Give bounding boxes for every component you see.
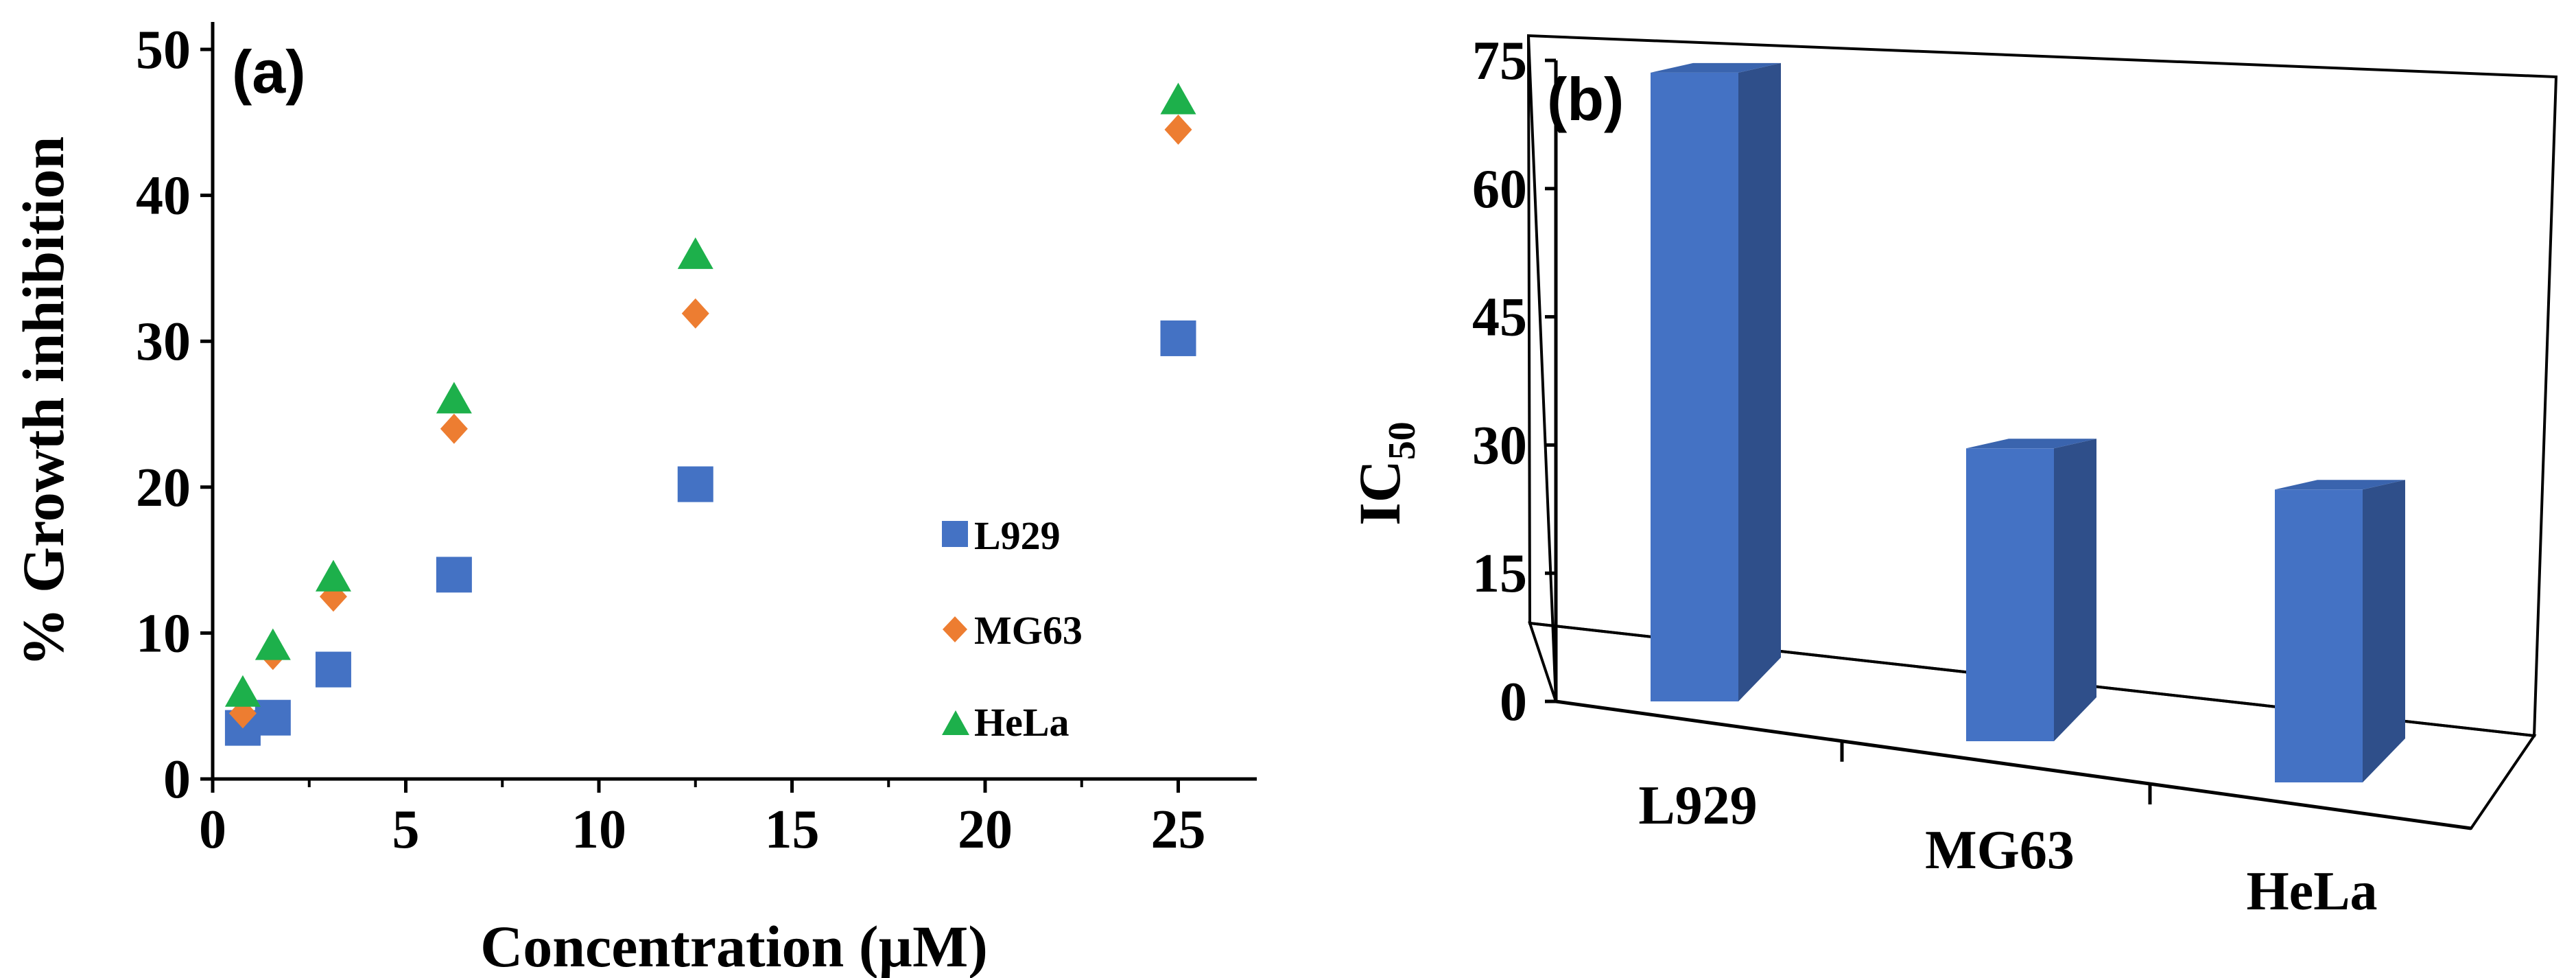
y-axis-label: IC50: [1347, 421, 1423, 526]
y-tick-label: 0: [1500, 672, 1527, 732]
point-hela: [436, 382, 472, 414]
y-tick-label: 20: [136, 458, 191, 518]
bar-mg63: [1966, 448, 2054, 741]
category-label-hela: HeLa: [2246, 861, 2377, 922]
legend-label-l929: L929: [974, 513, 1061, 558]
x-tick-label: 10: [571, 800, 626, 860]
y-tick-label: 30: [136, 312, 191, 372]
legend: L929 MG63 HeLa: [942, 513, 1083, 745]
point-mg63: [681, 298, 709, 329]
y-tick-label: 75: [1472, 31, 1527, 91]
legend-marker-mg63: [943, 616, 967, 642]
x-tick-label: 25: [1151, 800, 1206, 860]
x-axis-label: Concentration (µM): [480, 913, 988, 978]
y-axis-label: % Growth inhibition: [10, 137, 76, 667]
point-mg63: [440, 413, 468, 444]
point-mg63: [228, 698, 257, 729]
bar-side-l929: [1738, 62, 1781, 702]
x-tick-label: 15: [765, 800, 820, 860]
y-tick-label: 50: [136, 20, 191, 80]
axis-ticks: 0 15 30 45 60 75: [1472, 31, 2152, 805]
x-tick-label: 20: [958, 800, 1013, 860]
axis-ticks: 0 10 20 30 40 50 0 5 10 15 20 25: [136, 20, 1206, 860]
y-tick-label: 0: [163, 749, 191, 810]
x-tick-label: 0: [199, 800, 226, 860]
y-tick-label: 10: [136, 603, 191, 664]
category-label-mg63: MG63: [1925, 820, 2075, 881]
point-hela: [255, 628, 291, 660]
y-tick-label: 30: [1472, 415, 1527, 476]
scatter-chart: 0 10 20 30 40 50 0 5 10 15 20 25 (a) Concentration …: [10, 20, 1257, 978]
y-tick-label: 45: [1472, 288, 1527, 348]
bar-top-hela: [2275, 480, 2405, 490]
point-l929: [436, 557, 472, 593]
x-tick-label: 5: [392, 800, 420, 860]
left-wall-edge: [1527, 35, 1557, 702]
point-hela: [677, 237, 713, 269]
y-tick-label: 40: [136, 166, 191, 226]
bar-side-mg63: [2054, 439, 2096, 741]
bars: L929 MG63 HeLa: [1638, 62, 2405, 922]
category-axis-line: [1555, 699, 2472, 830]
legend-marker-l929: [942, 521, 968, 547]
y-axis-label-main: IC: [1347, 460, 1413, 526]
y-axis-label-subscript: 50: [1381, 421, 1423, 460]
point-l929: [677, 466, 713, 502]
bar-hela: [2275, 489, 2363, 782]
point-hela: [224, 675, 261, 707]
y-tick-label: 60: [1472, 159, 1527, 220]
legend-label-hela: HeLa: [974, 700, 1070, 745]
point-hela: [1160, 82, 1196, 115]
point-hela: [315, 559, 351, 592]
point-l929: [315, 651, 351, 688]
legend-marker-hela: [942, 710, 969, 735]
bar-top-mg63: [1966, 439, 2096, 449]
point-l929: [255, 699, 291, 736]
bar-l929: [1651, 72, 1738, 702]
point-mg63: [1164, 114, 1192, 145]
legend-label-mg63: MG63: [974, 608, 1083, 653]
panel-label-b: (b): [1547, 65, 1624, 133]
data-points: [224, 82, 1196, 746]
y-tick-label: 15: [1472, 544, 1527, 604]
bar-side-hela: [2363, 480, 2405, 782]
category-label-l929: L929: [1638, 776, 1757, 836]
point-l929: [1160, 320, 1196, 356]
bar-top-l929: [1651, 62, 1781, 73]
bar-chart-3d: 0 15 30 45 60 75 L929 MG63 HeLa (b) IC50: [1347, 31, 2558, 922]
panel-label-a: (a): [232, 38, 306, 106]
